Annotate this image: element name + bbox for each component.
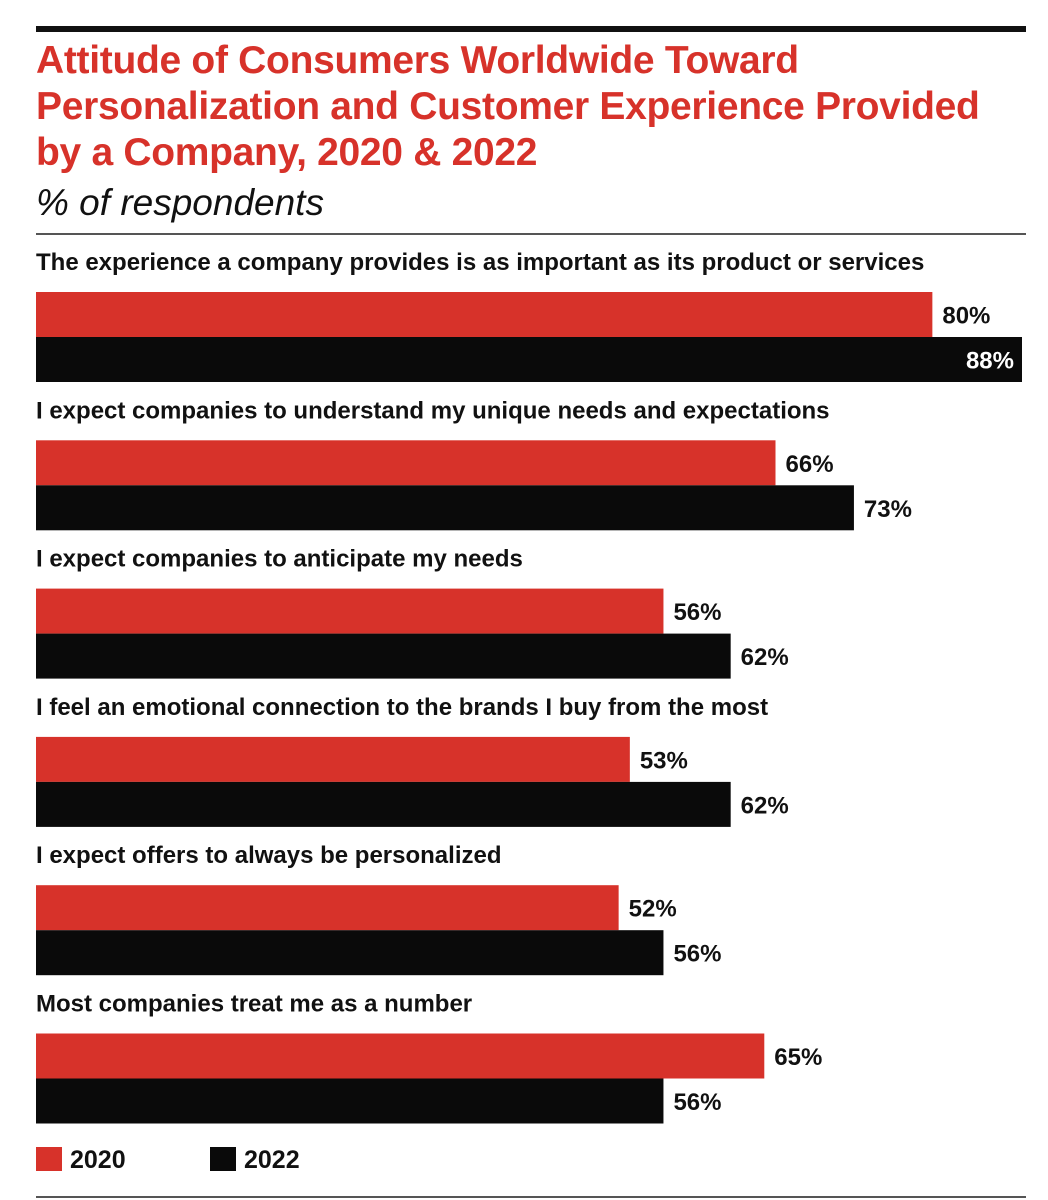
value-label: 56% bbox=[673, 599, 721, 626]
category-label: I expect companies to anticipate my need… bbox=[36, 546, 523, 573]
bar-2022 bbox=[36, 337, 1022, 382]
value-label: 66% bbox=[786, 451, 834, 478]
bar-2022 bbox=[36, 930, 664, 976]
value-label: 65% bbox=[774, 1044, 822, 1071]
category-label: I feel an emotional connection to the br… bbox=[36, 694, 768, 721]
header-rule bbox=[36, 233, 1026, 235]
bar-2020 bbox=[36, 292, 933, 337]
value-label: 52% bbox=[629, 896, 677, 923]
value-label: 62% bbox=[741, 644, 789, 671]
bar-2020 bbox=[36, 736, 630, 782]
legend-label: 2020 bbox=[70, 1146, 126, 1174]
category-label: The experience a company provides is as … bbox=[36, 249, 924, 276]
chart-subtitle: % of respondents bbox=[36, 182, 324, 223]
bar-2020 bbox=[36, 885, 619, 931]
legend-swatch-2022 bbox=[210, 1147, 236, 1171]
top-rule bbox=[36, 26, 1026, 32]
bar-2020 bbox=[36, 588, 664, 634]
category-label: I expect offers to always be personalize… bbox=[36, 842, 502, 869]
value-label: 53% bbox=[640, 747, 688, 774]
value-label: 56% bbox=[673, 1089, 721, 1116]
category-label: I expect companies to understand my uniq… bbox=[36, 397, 830, 424]
footer-rule bbox=[36, 1196, 1026, 1198]
bar-2022 bbox=[36, 633, 731, 679]
value-label: 56% bbox=[673, 941, 721, 968]
bar-2020 bbox=[36, 1033, 765, 1079]
bar-2022 bbox=[36, 1078, 664, 1124]
legend-label: 2022 bbox=[244, 1146, 300, 1174]
value-label: 73% bbox=[864, 496, 912, 523]
bar-2020 bbox=[36, 440, 776, 486]
value-label: 62% bbox=[741, 792, 789, 819]
value-label: 88% bbox=[966, 348, 1014, 375]
category-label: Most companies treat me as a number bbox=[36, 991, 472, 1018]
legend-swatch-2020 bbox=[36, 1147, 62, 1171]
chart-title: Attitude of Consumers Worldwide Toward P… bbox=[36, 39, 980, 174]
bar-2022 bbox=[36, 781, 731, 827]
value-label: 80% bbox=[942, 303, 990, 330]
bar-2022 bbox=[36, 485, 854, 531]
